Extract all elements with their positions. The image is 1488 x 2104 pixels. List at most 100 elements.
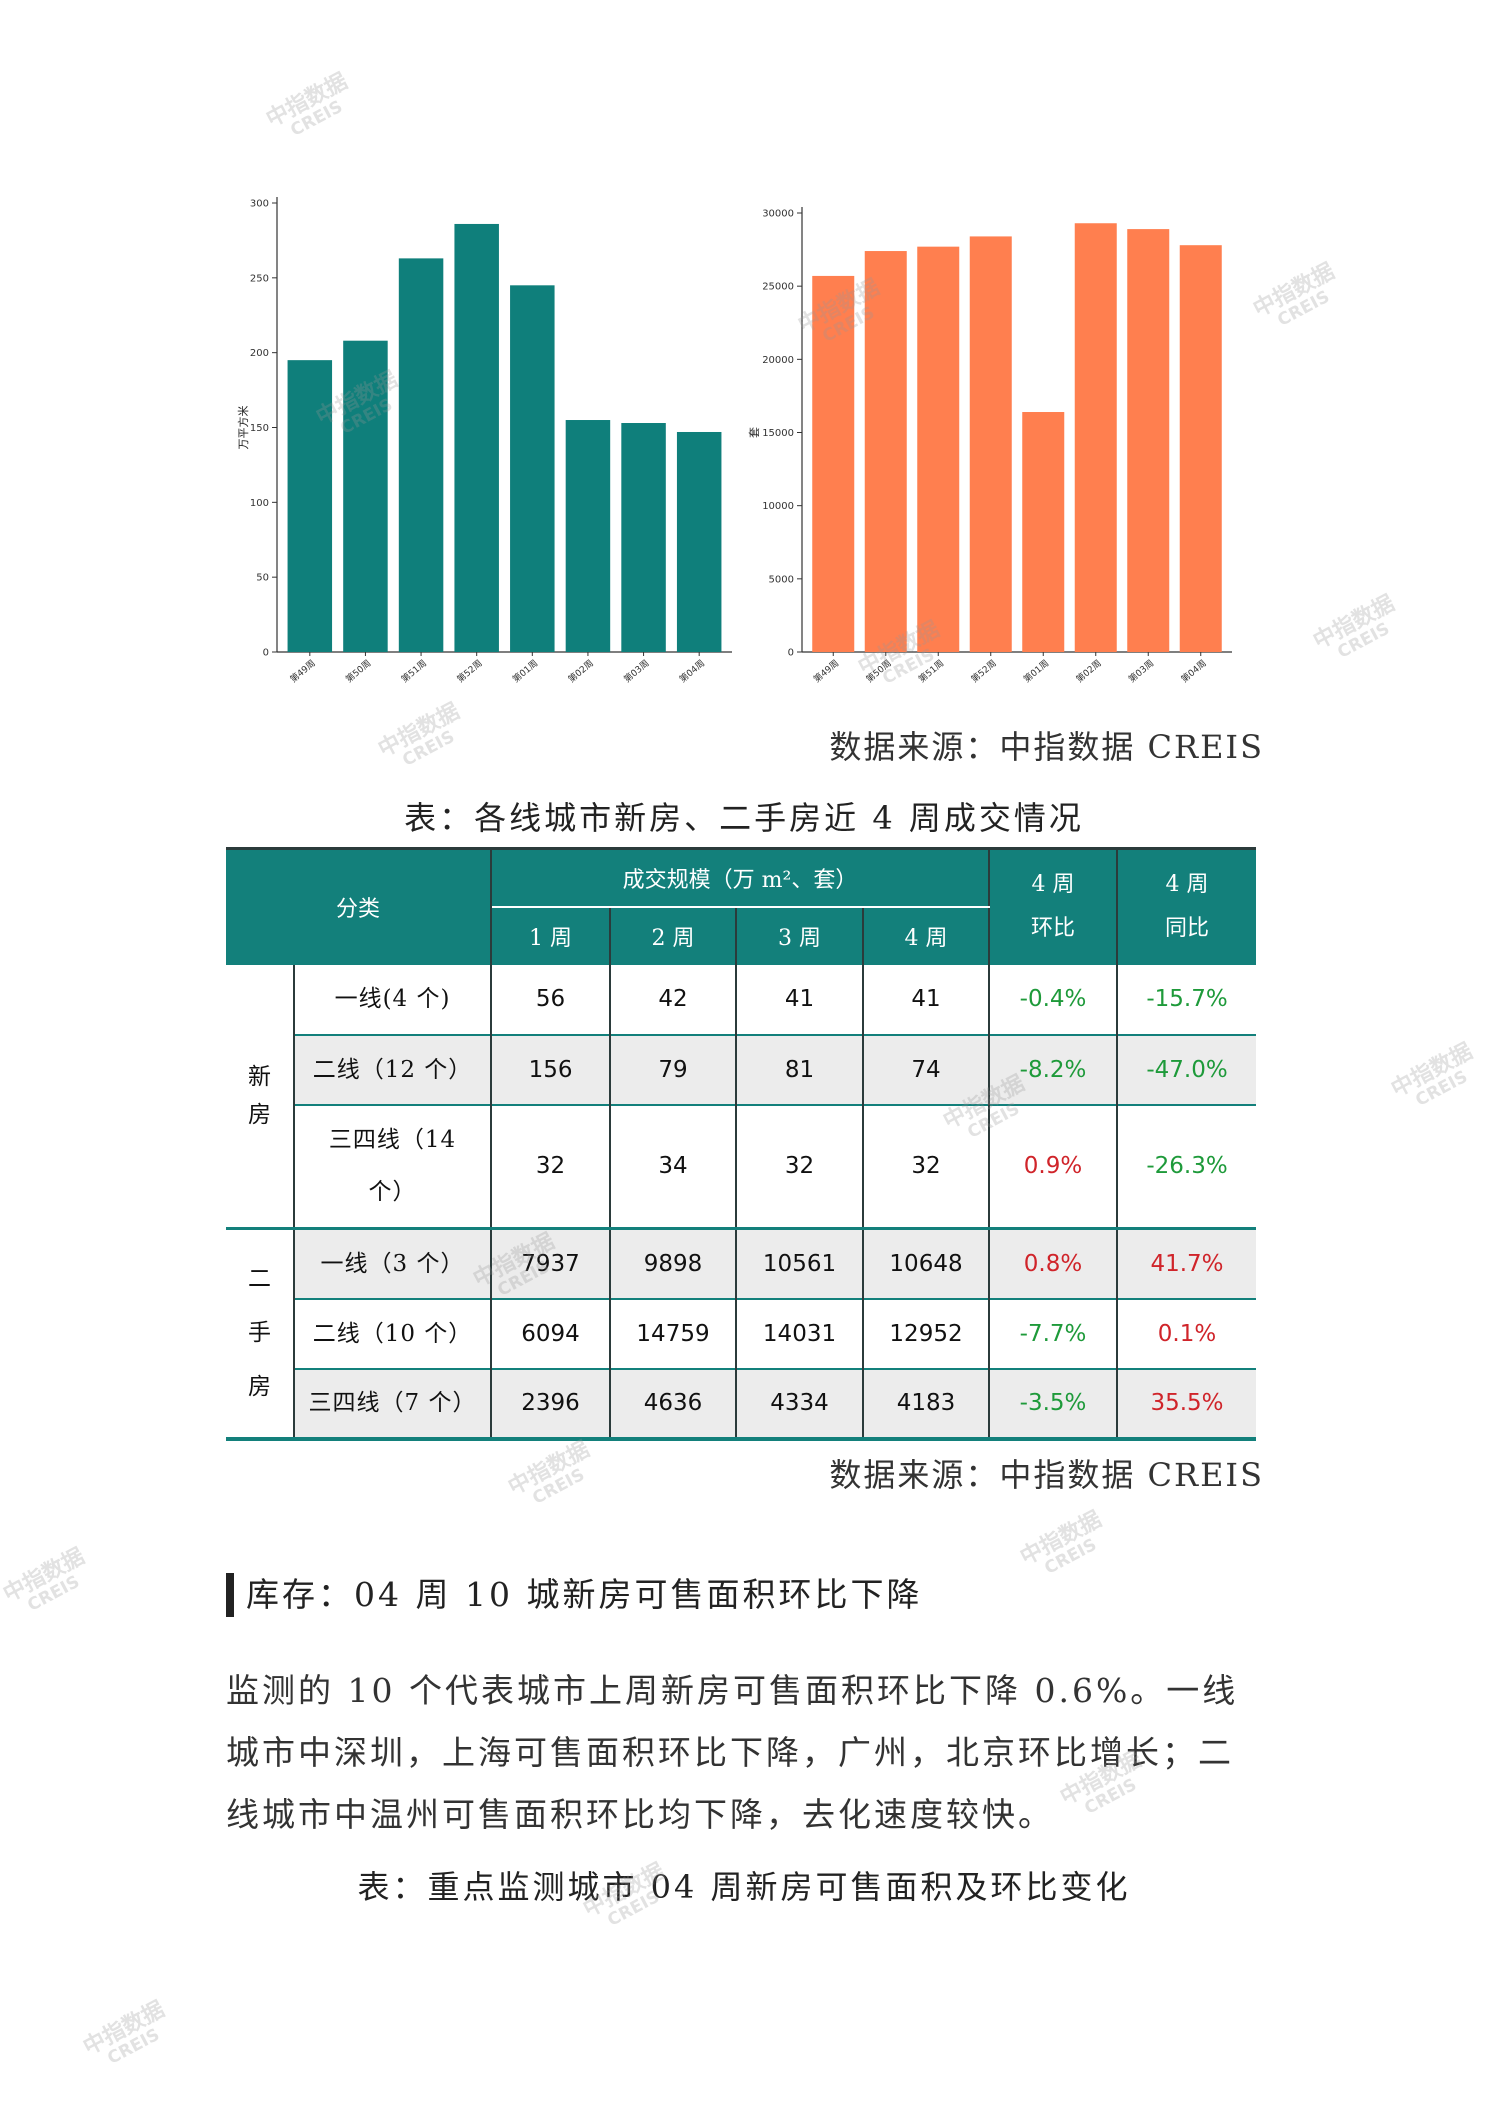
bar [454,223,499,652]
y-tick-label: 15000 [762,428,794,439]
bar [917,246,960,652]
x-tick-label: 第01周 [1021,657,1051,685]
row-label: 一线（3 个） [294,1228,493,1299]
bar [1022,412,1065,652]
cell-mom: -0.4% [989,964,1119,1035]
x-tick-label: 第51周 [399,657,429,685]
bar [1179,245,1222,652]
cell: 32 [736,1104,865,1229]
y-tick-label: 25000 [762,282,794,293]
bar [1127,229,1170,652]
cell: 2396 [491,1368,612,1439]
cell: 4636 [610,1368,738,1439]
watermark: 中指数据 CREIS [0,1544,89,1616]
row-label: 三四线（7 个） [294,1368,493,1439]
cell-yoy: -47.0% [1117,1034,1257,1105]
header-week-4: 4 周 [863,906,991,965]
table-source: 数据来源：中指数据 CREIS [829,1456,1264,1494]
table-caption-2: 表：重点监测城市 04 周新房可售面积及环比变化 [357,1868,1131,1906]
cell: 7937 [491,1228,612,1299]
cell: 74 [863,1034,991,1105]
x-tick-label: 第50周 [863,657,893,685]
y-tick-label: 300 [250,199,269,210]
watermark: 中指数据 CREIS [1387,1039,1477,1111]
cell-yoy: 0.1% [1157,1320,1217,1347]
bar [343,340,388,652]
cell-mom: -3.5% [989,1368,1119,1439]
watermark: 中指数据 CREIS [79,1997,169,2069]
bar [812,275,855,652]
cell: 6094 [491,1298,612,1369]
cell: 4334 [736,1368,865,1439]
cell: 14759 [610,1298,738,1369]
cell-yoy: -15.7% [1146,986,1228,1012]
header-mom: 4 周环比 [989,848,1119,965]
header-category: 分类 [226,848,493,965]
cell: 4183 [863,1368,991,1439]
body-paragraph: 监测的 10 个代表城市上周新房可售面积环比下降 0.6%。一线城市中深圳，上海… [226,1671,1239,1834]
y-axis-label: 套 [748,427,761,438]
cell: 156 [491,1034,612,1105]
x-tick-label: 第02周 [1073,657,1103,685]
watermark: 中指数据 CREIS [1249,259,1339,331]
cell: 41 [863,964,991,1035]
row-label: 二线（12 个） [294,1034,493,1105]
header-week-1: 1 周 [491,906,612,965]
cell: 42 [610,964,738,1035]
table-row: 二手房 一线（3 个） 7937 9898 10561 10648 0.8% 4… [226,1228,1257,1439]
watermark: 中指数据 CREIS [1309,591,1399,663]
y-tick-label: 0 [263,648,269,659]
header-yoy: 4 周同比 [1117,848,1257,965]
x-tick-label: 第01周 [510,657,540,685]
x-tick-label: 第52周 [968,657,998,685]
y-axis-label: 万平方米 [236,406,250,450]
y-tick-label: 20000 [762,355,794,366]
table-caption: 表：各线城市新房、二手房近 4 周成交情况 [404,799,1084,837]
header-week-3: 3 周 [736,906,865,965]
header-week-2: 2 周 [610,906,738,965]
x-tick-label: 第03周 [1126,657,1156,685]
cell: 32 [491,1104,612,1229]
y-tick-label: 50 [256,573,269,584]
watermark: 中指数据 CREIS [374,699,464,771]
cell-yoy: -26.3% [1146,1153,1228,1180]
x-tick-label: 第03周 [621,657,651,685]
row-label: 三四线（14 个） [294,1104,493,1229]
cell: 79 [610,1034,738,1105]
bar [676,431,722,652]
cell-yoy: 35.5% [1117,1368,1257,1439]
table-row: 三四线（7 个） 2396 4636 4334 4183 -3.5% 35.5% [226,1368,1257,1439]
bar [510,285,555,652]
y-tick-label: 250 [250,273,269,284]
group-label-second-hand: 二手房 [226,1228,295,1439]
y-tick-label: 100 [250,498,269,509]
cell: 14031 [736,1298,865,1369]
watermark: 中指数据 CREIS [1016,1507,1106,1579]
bar [565,420,611,652]
y-tick-label: 30000 [762,209,794,220]
cell-mom: -8.2% [989,1034,1119,1105]
x-tick-label: 第50周 [343,657,373,685]
cell: 81 [736,1034,865,1105]
y-tick-label: 5000 [769,574,794,585]
y-tick-label: 150 [250,423,269,434]
bar [398,258,444,652]
cell-yoy: 41.7% [1117,1228,1257,1299]
section-title: 库存：04 周 10 城新房可售面积环比下降 [226,1573,922,1617]
bar [1074,223,1117,652]
row-label: 二线（10 个） [294,1298,493,1369]
header-scale: 成交规模（万 m²、套） [491,848,991,908]
x-tick-label: 第02周 [566,657,596,685]
x-tick-label: 第04周 [677,657,707,685]
bar [969,236,1012,652]
cell: 56 [491,964,612,1035]
cell: 32 [863,1104,991,1229]
cell-mom: 0.9% [989,1104,1119,1229]
chart-source: 数据来源：中指数据 CREIS [829,728,1264,766]
cell: 10561 [736,1228,865,1299]
x-tick-label: 第49周 [811,657,841,685]
table-row: 二线（12 个） 156 79 81 74 -8.2% -47.0% [226,1034,1257,1105]
cell: 41 [736,964,865,1035]
x-tick-label: 第51周 [916,657,946,685]
